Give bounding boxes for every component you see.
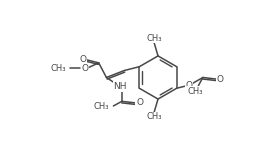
Text: O: O bbox=[186, 81, 193, 90]
Text: CH₃: CH₃ bbox=[50, 64, 66, 73]
Text: O: O bbox=[79, 55, 86, 64]
Text: CH₃: CH₃ bbox=[187, 87, 203, 96]
Text: O: O bbox=[216, 75, 223, 84]
Text: CH₃: CH₃ bbox=[93, 102, 109, 111]
Text: O: O bbox=[136, 98, 143, 107]
Text: O: O bbox=[81, 64, 88, 73]
Text: CH₃: CH₃ bbox=[146, 112, 162, 121]
Text: NH: NH bbox=[114, 82, 127, 91]
Text: CH₃: CH₃ bbox=[146, 34, 162, 43]
